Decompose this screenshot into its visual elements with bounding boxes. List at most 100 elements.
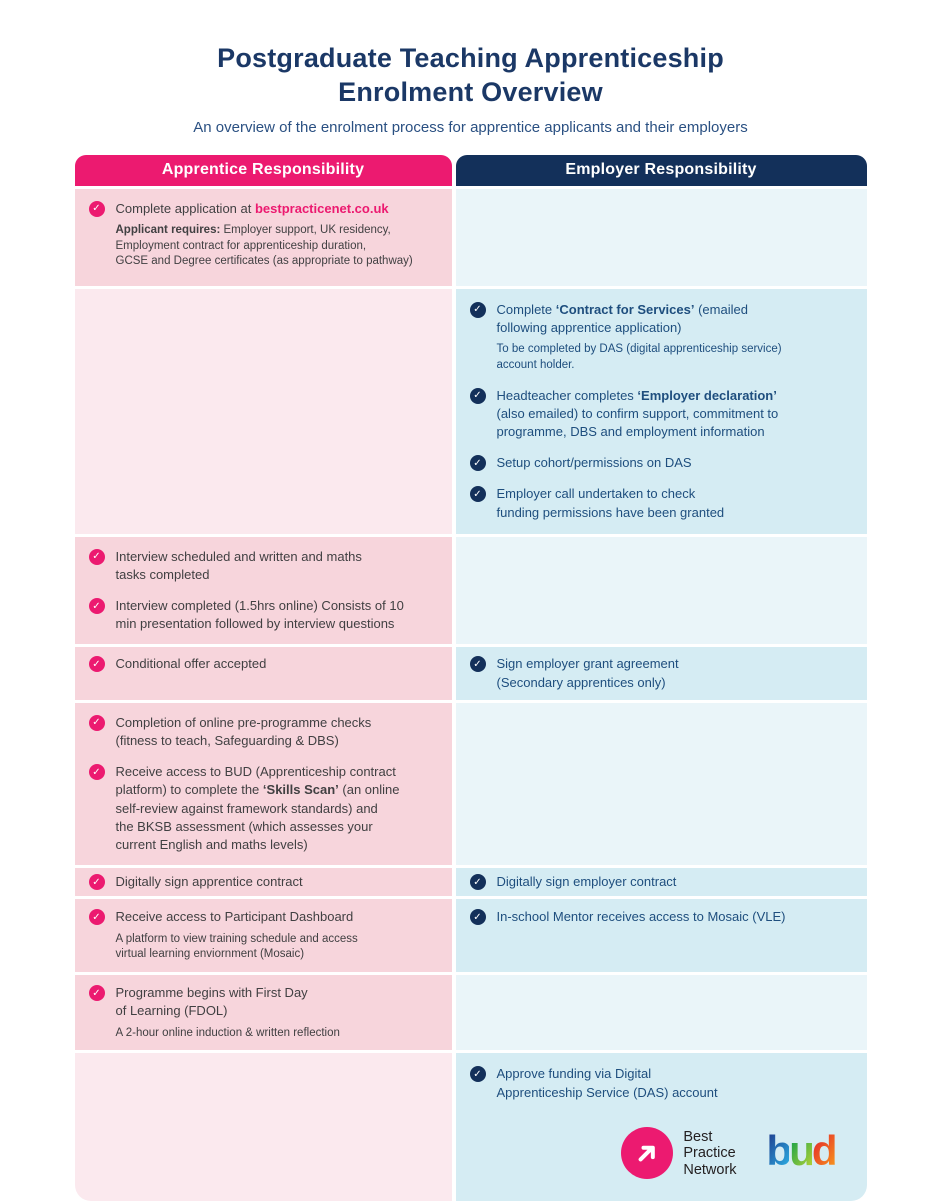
check-icon: ✓ bbox=[89, 201, 105, 217]
item-text: Conditional offer accepted bbox=[116, 655, 267, 673]
bud-logo-letter: d bbox=[812, 1127, 835, 1174]
row-9-employer-cell: ✓Approve funding via Digital Apprentices… bbox=[456, 1053, 867, 1201]
item-text: Digitally sign apprentice contract bbox=[116, 873, 303, 891]
page-title-line1: Postgraduate Teaching Apprenticeship bbox=[217, 43, 724, 73]
row-7-employer-cell: ✓ In-school Mentor receives access to Mos… bbox=[456, 899, 867, 972]
text-segment: Receive access to Participant Dashboard bbox=[116, 909, 354, 924]
check-icon: ✓ bbox=[89, 909, 105, 925]
text-segment: Approve funding via Digital Apprenticesh… bbox=[497, 1066, 718, 1099]
text-segment: Employer call undertaken to check fundin… bbox=[497, 486, 725, 519]
text-segment: A platform to view training schedule and… bbox=[116, 933, 358, 961]
check-icon: ✓ bbox=[470, 909, 486, 925]
item-text: Interview completed (1.5hrs online) Cons… bbox=[116, 597, 404, 633]
row-4-apprentice-cell: ✓ Conditional offer accepted bbox=[75, 647, 452, 699]
checklist-item: ✓ Programme begins with First Day of Lear… bbox=[89, 984, 438, 1041]
checklist-item: ✓ Interview completed (1.5hrs online) Con… bbox=[89, 597, 438, 633]
item-subtext: Applicant requires: Employer support, UK… bbox=[116, 223, 413, 271]
text-segment: Complete application at bbox=[116, 201, 255, 216]
page-title: Postgraduate Teaching Apprenticeship Enro… bbox=[0, 42, 941, 110]
row-1-employer-cell bbox=[456, 189, 867, 286]
checklist-item: ✓ Receive access to Participant Dashboard… bbox=[89, 908, 438, 963]
text-segment: Conditional offer accepted bbox=[116, 656, 267, 671]
checklist-item: ✓Sign employer grant agreement (Secondar… bbox=[470, 655, 853, 691]
checklist-item: ✓Employer call undertaken to check fundi… bbox=[470, 485, 853, 521]
check-icon: ✓ bbox=[470, 388, 486, 404]
item-text: Complete ‘Contract for Services’ (emaile… bbox=[497, 301, 782, 374]
checklist-item: ✓ Complete application at bestpracticenet… bbox=[89, 200, 438, 271]
item-text: Completion of online pre-programme check… bbox=[116, 714, 372, 750]
row-5-apprentice-cell: ✓ Completion of online pre-programme chec… bbox=[75, 703, 452, 865]
bpn-logo-line: Practice bbox=[683, 1145, 736, 1161]
row-2-apprentice-cell bbox=[75, 289, 452, 534]
item-text: Complete application at bestpracticenet.… bbox=[116, 200, 413, 271]
text-segment: A 2-hour online induction & written refl… bbox=[116, 1027, 340, 1039]
page-title-line2: Enrolment Overview bbox=[338, 77, 603, 107]
item-text: Setup cohort/permissions on DAS bbox=[497, 454, 692, 472]
text-segment: Sign employer grant agreement (Secondary… bbox=[497, 656, 679, 689]
arrow-up-right-icon bbox=[621, 1127, 673, 1179]
check-icon: ✓ bbox=[89, 656, 105, 672]
item-text: Sign employer grant agreement (Secondary… bbox=[497, 655, 679, 691]
text-segment: ‘Employer declaration’ bbox=[637, 388, 776, 403]
checklist-item: ✓Approve funding via Digital Apprentices… bbox=[470, 1065, 853, 1101]
text-segment: Digitally sign apprentice contract bbox=[116, 874, 303, 889]
check-icon: ✓ bbox=[470, 455, 486, 471]
text-segment: Completion of online pre-programme check… bbox=[116, 715, 372, 748]
check-icon: ✓ bbox=[89, 549, 105, 565]
bud-logo: bud bbox=[767, 1130, 835, 1172]
item-text: Approve funding via Digital Apprenticesh… bbox=[497, 1065, 718, 1101]
text-segment: Complete bbox=[497, 302, 556, 317]
row-7-apprentice-cell: ✓ Receive access to Participant Dashboard… bbox=[75, 899, 452, 972]
checklist-item: ✓ Completion of online pre-programme chec… bbox=[89, 714, 438, 750]
row-6-apprentice-cell: ✓ Digitally sign apprentice contract bbox=[75, 868, 452, 896]
item-subtext: To be completed by DAS (digital apprenti… bbox=[497, 342, 782, 374]
checklist-item: ✓ In-school Mentor receives access to Mos… bbox=[470, 908, 853, 926]
bud-logo-letter: u bbox=[789, 1127, 812, 1174]
item-subtext: A platform to view training schedule and… bbox=[116, 932, 358, 964]
text-segment: ‘Skills Scan’ bbox=[263, 782, 339, 797]
item-text: In-school Mentor receives access to Mosa… bbox=[497, 908, 786, 926]
check-icon: ✓ bbox=[89, 598, 105, 614]
text-segment: To be completed by DAS (digital apprenti… bbox=[497, 343, 782, 371]
row-9-apprentice-cell bbox=[75, 1053, 452, 1201]
check-icon: ✓ bbox=[89, 874, 105, 890]
item-text: Receive access to BUD (Apprenticeship co… bbox=[116, 763, 400, 854]
row-2-employer-cell: ✓ Complete ‘Contract for Services’ (email… bbox=[456, 289, 867, 534]
text-segment: Headteacher completes bbox=[497, 388, 638, 403]
check-icon: ✓ bbox=[89, 764, 105, 780]
column-header-employer: Employer Responsibility bbox=[456, 155, 867, 186]
checklist-item: ✓ Conditional offer accepted bbox=[89, 655, 438, 673]
row-6-employer-cell: ✓Digitally sign employer contract bbox=[456, 868, 867, 896]
website-link[interactable]: bestpracticenet.co.uk bbox=[255, 201, 389, 216]
item-text: Employer call undertaken to check fundin… bbox=[497, 485, 725, 521]
text-segment: Programme begins with First Day of Learn… bbox=[116, 985, 308, 1018]
checklist-item: ✓ Digitally sign apprentice contract bbox=[89, 873, 438, 891]
checklist-item: ✓ Receive access to BUD (Apprenticeship c… bbox=[89, 763, 438, 854]
check-icon: ✓ bbox=[89, 985, 105, 1001]
text-segment: Setup cohort/permissions on DAS bbox=[497, 455, 692, 470]
row-4-employer-cell: ✓Sign employer grant agreement (Secondar… bbox=[456, 647, 867, 699]
row-3-apprentice-cell: ✓ Interview scheduled and written and mat… bbox=[75, 537, 452, 645]
bud-logo-letter: b bbox=[767, 1127, 790, 1174]
row-8-apprentice-cell: ✓ Programme begins with First Day of Lear… bbox=[75, 975, 452, 1050]
text-segment: In-school Mentor receives access to Mosa… bbox=[497, 909, 786, 924]
responsibility-table: Apprentice Responsibility Employer Respo… bbox=[75, 155, 867, 1201]
row-8-employer-cell bbox=[456, 975, 867, 1050]
item-text: Interview scheduled and written and math… bbox=[116, 548, 362, 584]
check-icon: ✓ bbox=[470, 874, 486, 890]
checklist-item: ✓ Complete ‘Contract for Services’ (email… bbox=[470, 301, 853, 374]
checklist-item: ✓ Interview scheduled and written and mat… bbox=[89, 548, 438, 584]
text-segment: ‘Contract for Services’ bbox=[556, 302, 695, 317]
check-icon: ✓ bbox=[470, 302, 486, 318]
item-text: Receive access to Participant Dashboard A… bbox=[116, 908, 358, 963]
text-segment: Interview scheduled and written and math… bbox=[116, 549, 362, 582]
item-text: Headteacher completes ‘Employer declarat… bbox=[497, 387, 779, 442]
row-1-apprentice-cell: ✓ Complete application at bestpracticenet… bbox=[75, 189, 452, 286]
row-5-employer-cell bbox=[456, 703, 867, 865]
bpn-logo-line: Best bbox=[683, 1129, 736, 1145]
check-icon: ✓ bbox=[89, 715, 105, 731]
